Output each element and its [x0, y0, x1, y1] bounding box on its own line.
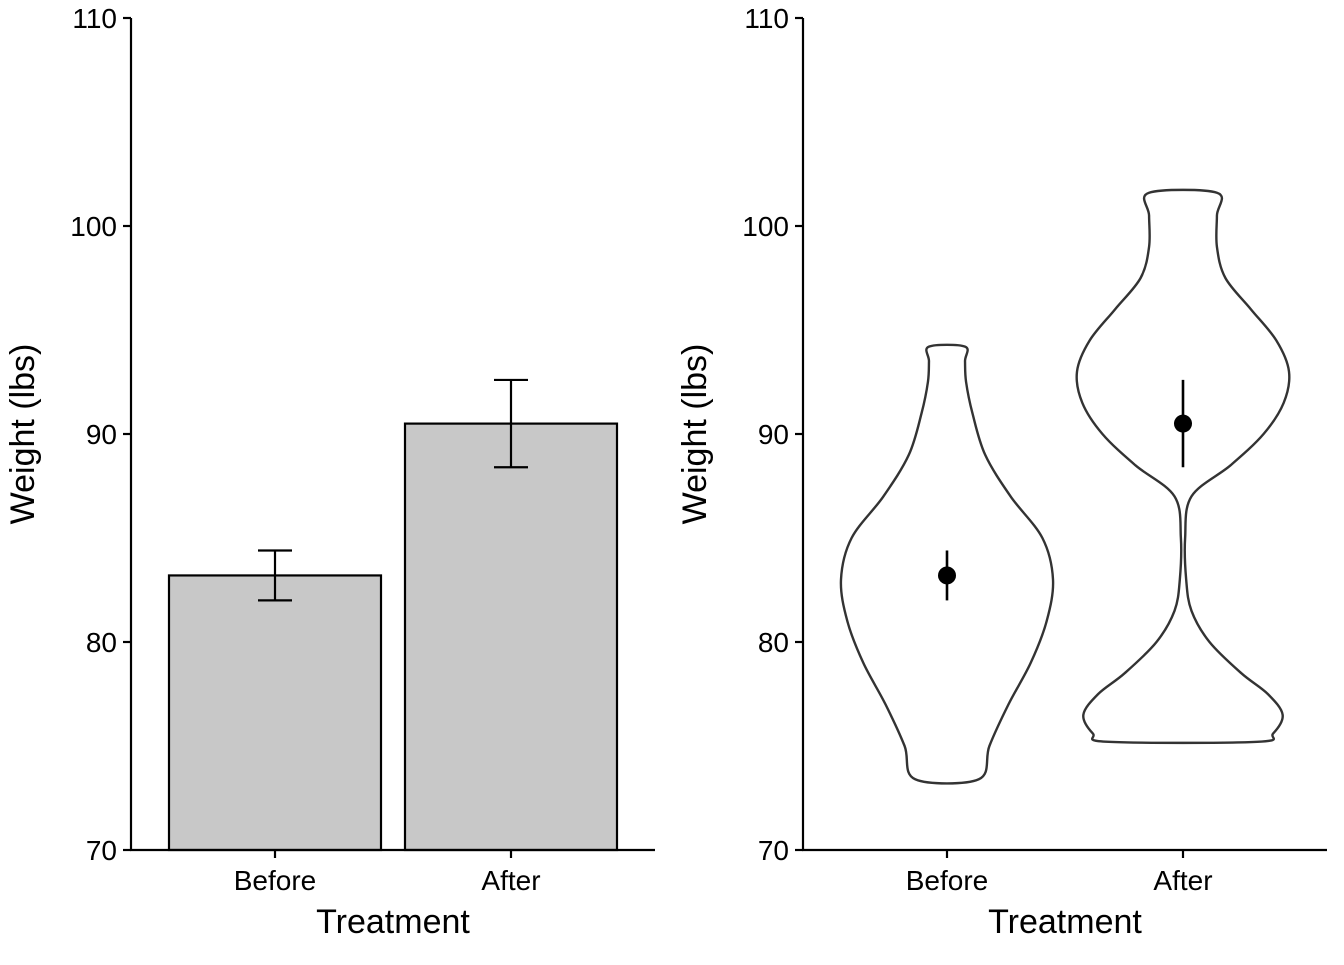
y-tick-label: 110: [744, 3, 789, 34]
violin-y-ticks: 70 80 90 100 110: [742, 3, 803, 866]
y-tick-label: 100: [742, 211, 789, 242]
violin-marks: [839, 188, 1291, 785]
y-tick-label: 70: [86, 835, 117, 866]
y-tick-label: 80: [86, 627, 117, 658]
bar-x-ticks: Before After: [234, 850, 541, 896]
x-tick-label: After: [1153, 865, 1212, 896]
bar-before: [167, 574, 383, 852]
violin-x-axis-title: Treatment: [988, 903, 1142, 941]
x-tick-label: After: [481, 865, 540, 896]
mean-point-after: [1174, 414, 1192, 433]
y-tick-label: 100: [70, 211, 117, 242]
y-tick-label: 70: [758, 835, 789, 866]
y-tick-label: 90: [86, 419, 117, 450]
error-bar-after: [494, 378, 528, 469]
bar-marks: [167, 378, 619, 852]
violin-chart-panel: 70 80 90 100 110 Before After Treatment Weigh…: [676, 3, 1327, 941]
bar-y-axis-title: Weight (lbs): [4, 344, 42, 525]
bar-chart-panel: 70 80 90 100 110 Before After Treatment Weigh…: [4, 3, 655, 941]
bar-y-ticks: 70 80 90 100 110: [70, 3, 131, 866]
y-tick-label: 80: [758, 627, 789, 658]
y-tick-label: 90: [758, 419, 789, 450]
x-tick-label: Before: [234, 865, 317, 896]
violin-x-ticks: Before After: [906, 850, 1213, 896]
x-tick-label: Before: [906, 865, 989, 896]
error-bar-before: [258, 549, 292, 602]
bar-x-axis-title: Treatment: [316, 903, 470, 941]
bar-after: [403, 422, 619, 852]
y-tick-label: 110: [72, 3, 117, 34]
violin-y-axis-title: Weight (lbs): [676, 344, 714, 525]
mean-point-before: [938, 566, 956, 585]
